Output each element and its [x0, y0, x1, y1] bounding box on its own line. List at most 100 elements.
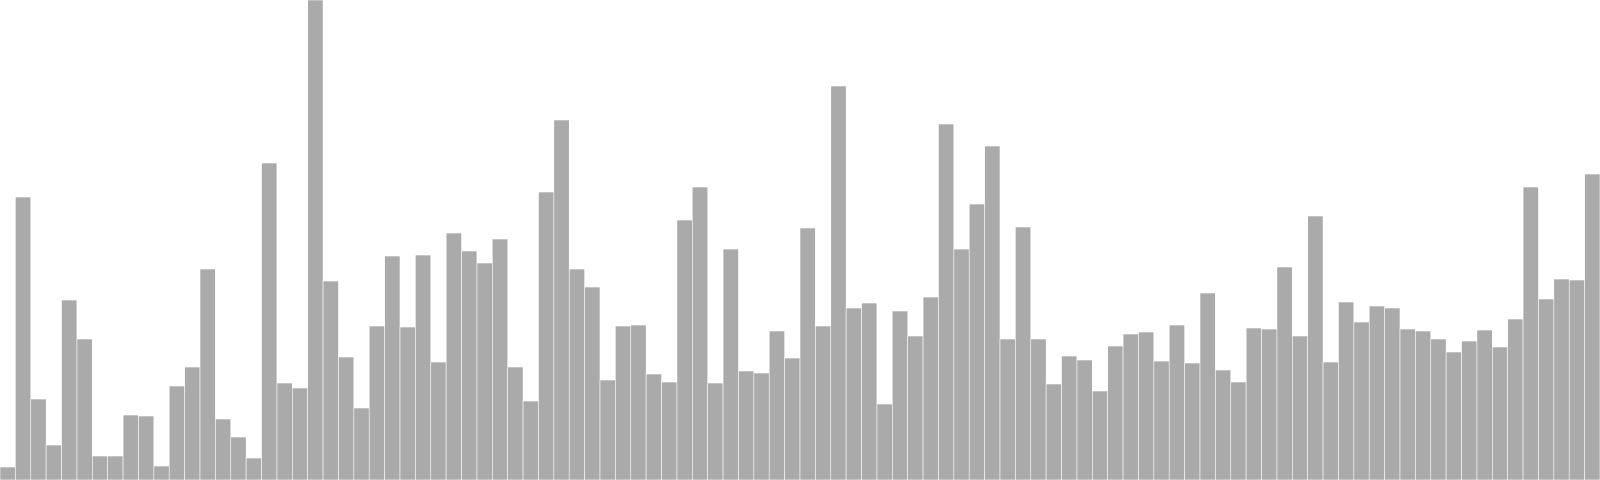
bar	[353, 407, 370, 480]
bar	[1122, 333, 1139, 480]
bar	[538, 191, 555, 480]
bar	[1584, 173, 1600, 480]
bar	[445, 232, 462, 480]
bar	[30, 398, 47, 480]
bar	[722, 248, 739, 480]
bar	[1430, 338, 1447, 480]
bar	[1215, 369, 1232, 480]
bar	[0, 466, 16, 480]
bar	[815, 325, 832, 480]
bar	[1553, 278, 1570, 480]
bar	[1338, 301, 1355, 480]
bar	[107, 455, 124, 480]
bar	[1153, 360, 1170, 480]
bar	[1399, 328, 1416, 480]
bar	[1199, 292, 1216, 480]
bar	[1461, 340, 1478, 480]
bar	[292, 387, 308, 480]
bar	[568, 268, 585, 480]
bar	[245, 457, 262, 480]
bar	[799, 227, 816, 480]
bar	[645, 373, 662, 480]
bar	[1076, 359, 1093, 480]
bar	[1030, 338, 1047, 480]
bar	[1322, 361, 1339, 480]
bar	[892, 310, 908, 480]
bar	[1276, 266, 1293, 480]
bar	[45, 444, 62, 480]
bar	[707, 382, 724, 480]
bar	[199, 268, 216, 480]
bar	[399, 326, 416, 480]
bar	[661, 381, 678, 480]
bar	[492, 238, 508, 480]
bar	[184, 366, 201, 480]
bar	[968, 203, 985, 480]
bar	[261, 162, 278, 480]
bar	[476, 262, 493, 480]
bar	[907, 335, 924, 480]
bar	[307, 0, 324, 480]
bar	[92, 455, 108, 480]
bar	[1507, 318, 1524, 480]
bar	[138, 415, 155, 480]
bar	[1230, 381, 1247, 480]
bar	[1184, 362, 1201, 480]
bar	[1168, 324, 1185, 480]
bar	[322, 280, 339, 480]
bar	[599, 379, 616, 480]
bar	[1538, 298, 1555, 480]
bar	[1492, 346, 1508, 480]
bar	[630, 324, 647, 480]
bar	[1107, 345, 1124, 480]
bar	[768, 330, 785, 480]
bar	[168, 385, 185, 480]
bar	[938, 123, 955, 480]
bar	[507, 366, 524, 480]
bar	[1292, 335, 1308, 480]
bar	[1307, 215, 1324, 480]
bar	[1015, 226, 1032, 480]
bar	[830, 85, 847, 480]
bar	[584, 286, 601, 480]
bar	[1245, 327, 1262, 480]
bar	[461, 250, 478, 480]
bar	[676, 219, 693, 480]
bar	[215, 418, 232, 480]
bar	[1261, 328, 1278, 480]
bar	[1384, 307, 1401, 480]
bar	[845, 307, 862, 480]
bar	[1138, 331, 1155, 480]
bar	[1045, 383, 1062, 480]
bar	[415, 254, 432, 480]
bar	[922, 296, 939, 480]
bar	[999, 338, 1016, 480]
bar	[384, 255, 401, 480]
bar	[230, 436, 247, 480]
bar	[122, 414, 139, 480]
bar	[76, 338, 93, 480]
bar	[1092, 390, 1108, 480]
bar	[861, 302, 878, 480]
bar	[1061, 355, 1078, 480]
bar	[1415, 330, 1432, 480]
bar	[953, 248, 970, 480]
bar	[522, 400, 539, 480]
bar	[1368, 305, 1385, 480]
bar	[61, 299, 78, 480]
bar	[1522, 186, 1539, 480]
bar	[784, 357, 801, 480]
bar	[276, 382, 293, 480]
bar	[615, 325, 632, 480]
bar	[430, 361, 447, 480]
bar	[153, 465, 170, 480]
bar	[738, 370, 755, 480]
bar	[1568, 279, 1585, 480]
bar	[1353, 321, 1370, 480]
bar	[368, 325, 385, 480]
bar	[692, 186, 708, 480]
bar	[1445, 351, 1462, 480]
bar	[338, 356, 355, 480]
